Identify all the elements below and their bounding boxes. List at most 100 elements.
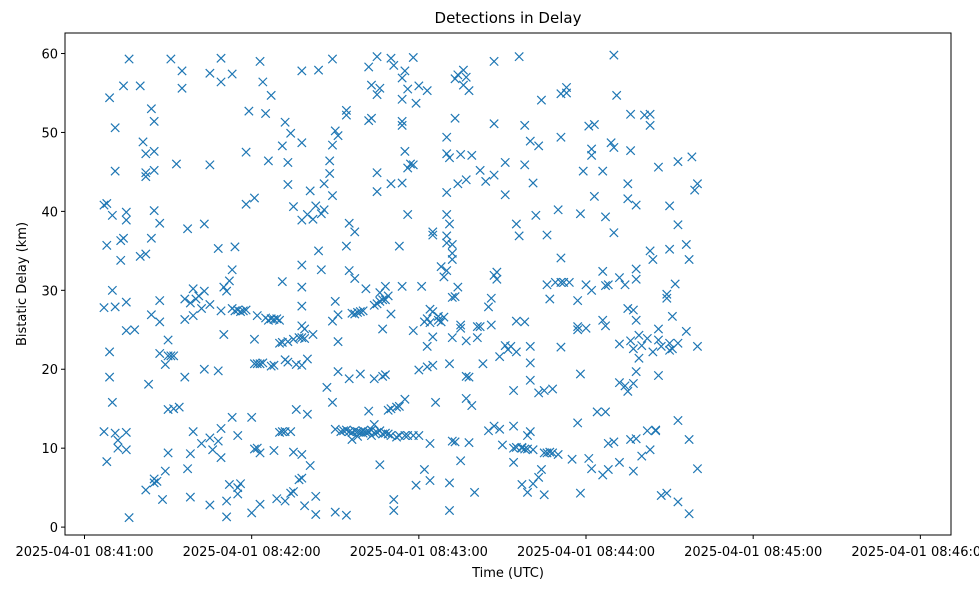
data-point (185, 492, 196, 502)
data-point (589, 119, 599, 130)
data-point (350, 227, 360, 237)
data-point (104, 372, 115, 382)
data-point (556, 342, 566, 352)
data-point (478, 359, 488, 369)
data-point (205, 299, 215, 310)
data-point (327, 190, 338, 201)
data-point (361, 284, 371, 294)
data-point (121, 445, 131, 455)
data-point (160, 466, 170, 476)
data-point (355, 369, 365, 379)
data-point (631, 315, 641, 325)
data-point (274, 315, 285, 325)
data-point (483, 302, 494, 312)
data-point (182, 224, 193, 234)
data-point (380, 295, 391, 305)
data-point (311, 201, 321, 211)
data-point (327, 54, 338, 64)
data-point (495, 351, 505, 362)
data-point (656, 341, 666, 351)
data-point (149, 146, 159, 157)
data-point (311, 509, 321, 520)
data-point (347, 434, 357, 445)
data-point (383, 429, 393, 439)
data-point (141, 172, 151, 182)
data-point (400, 66, 410, 76)
data-point (146, 233, 156, 243)
data-point (637, 451, 647, 461)
data-point (110, 302, 120, 312)
data-point (369, 428, 379, 438)
data-point (508, 385, 519, 396)
data-point (400, 394, 410, 404)
data-point (417, 281, 427, 291)
data-point (522, 430, 533, 441)
data-point (188, 310, 198, 321)
data-point (224, 479, 235, 490)
data-point (609, 142, 619, 153)
data-point (436, 262, 446, 272)
data-point (422, 314, 432, 324)
x-tick-label: 2025-04-01 08:43:00 (350, 545, 488, 560)
data-point (247, 508, 257, 518)
data-point (573, 418, 583, 428)
data-point (495, 424, 505, 434)
data-point (517, 442, 527, 453)
data-point (673, 415, 683, 426)
data-point (464, 438, 474, 448)
data-point (489, 56, 499, 67)
data-point (221, 496, 232, 506)
data-point (450, 74, 460, 84)
data-point (525, 341, 535, 351)
data-point (573, 325, 583, 335)
y-tick-label: 30 (41, 284, 58, 299)
data-point (534, 472, 544, 483)
data-point (372, 168, 382, 178)
data-point (286, 488, 296, 498)
data-point (341, 510, 352, 520)
data-point (330, 296, 340, 306)
data-point (536, 464, 547, 475)
data-point (249, 193, 260, 203)
data-point (205, 500, 215, 510)
data-point (299, 324, 310, 334)
data-point (297, 260, 307, 270)
data-point (141, 485, 151, 495)
data-point (520, 120, 530, 130)
data-point (489, 170, 499, 180)
data-point (121, 325, 131, 336)
data-point (216, 423, 226, 434)
data-point (249, 334, 260, 344)
data-point (472, 333, 482, 343)
data-point (205, 160, 215, 170)
data-point (286, 128, 296, 138)
data-point (350, 309, 360, 319)
data-point (116, 255, 126, 265)
data-point (213, 366, 223, 376)
data-point (525, 358, 535, 368)
data-point (425, 438, 435, 449)
data-point (255, 499, 265, 509)
data-point (575, 488, 586, 498)
data-point (472, 321, 482, 332)
data-point (464, 372, 474, 382)
data-point (188, 426, 198, 437)
data-point (609, 50, 619, 60)
data-point (308, 214, 318, 224)
data-point (177, 66, 187, 76)
data-point (673, 338, 683, 348)
data-point (205, 433, 215, 443)
data-point (297, 333, 307, 343)
data-point (456, 456, 466, 466)
data-point (614, 273, 625, 283)
data-point (208, 445, 218, 455)
data-point (634, 330, 644, 340)
data-point (350, 426, 360, 436)
data-point (631, 434, 641, 444)
data-point (152, 476, 162, 486)
data-point (400, 430, 410, 441)
data-point (196, 438, 207, 449)
data-point (428, 230, 438, 240)
data-point (149, 478, 159, 488)
data-point (213, 436, 223, 446)
